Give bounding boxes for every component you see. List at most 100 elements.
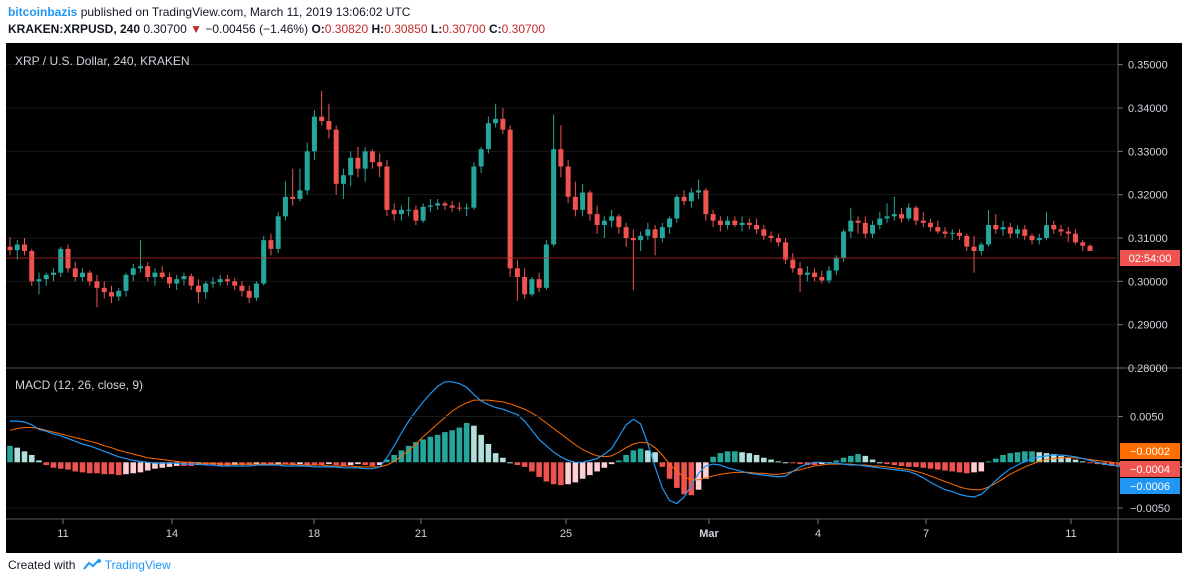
tradingview-brand-link[interactable]: TradingView — [104, 558, 171, 572]
candle — [630, 229, 636, 290]
macd-histogram-bar — [927, 462, 934, 469]
macd-histogram-bar — [1072, 459, 1079, 463]
candle-body — [775, 238, 781, 243]
macd-histogram-bar — [695, 462, 702, 490]
candle-body — [739, 222, 745, 225]
candle — [188, 273, 194, 290]
symbol-info: KRAKEN:XRPUSD, 240 0.30700 ▼ −0.00456 (−… — [8, 22, 545, 36]
candle — [746, 218, 752, 230]
candle — [558, 125, 564, 178]
macd-histogram-bar — [500, 457, 506, 463]
macd-histogram-bar — [703, 462, 709, 479]
price-tick-label: 0.30000 — [1128, 276, 1168, 288]
macd-histogram-bar — [420, 439, 426, 463]
macd-histogram-bar — [572, 462, 579, 483]
candle-body — [1073, 233, 1079, 243]
macd-histogram-bar — [558, 462, 564, 486]
candle — [275, 212, 281, 254]
candle-body — [942, 231, 948, 234]
candle — [87, 270, 93, 286]
candle — [812, 268, 818, 282]
macd-histogram-bar — [101, 462, 108, 475]
candle — [333, 125, 339, 195]
candle-body — [609, 216, 615, 221]
candle-body — [377, 162, 383, 167]
close-label: C: — [488, 22, 502, 36]
macd-histogram-bar — [304, 462, 310, 466]
time-tick-label: Mar — [699, 528, 719, 540]
candle-body — [790, 259, 796, 269]
candle-body — [456, 207, 462, 209]
candle-body — [493, 118, 499, 124]
macd-histogram-bar — [152, 462, 158, 469]
low-label: L: — [430, 22, 443, 36]
candle — [572, 181, 578, 217]
candle — [645, 222, 651, 241]
candle — [471, 162, 477, 210]
candle — [232, 277, 238, 290]
macd-histogram-bar — [57, 462, 64, 469]
chart-canvas[interactable]: 0.35000 0.34000 0.33000 0.32000 0.31000 0.300… — [6, 43, 1182, 553]
candle — [268, 233, 274, 256]
candle-body — [630, 238, 636, 241]
time-axis[interactable]: 11 14 18 21 25 Mar 4 7 11 — [57, 519, 1077, 540]
candle-body — [652, 229, 658, 238]
candle-body — [123, 274, 129, 291]
macd-histogram-bar — [884, 462, 890, 465]
candle-body — [623, 227, 629, 238]
close-value: 0.30700 — [501, 22, 546, 36]
candle — [43, 272, 49, 286]
macd-histogram-bar — [507, 462, 513, 464]
candle-body — [899, 214, 905, 219]
candle-body — [152, 272, 158, 277]
macd-histogram-bar — [848, 455, 854, 463]
candle-body — [833, 257, 839, 271]
candle-body — [203, 283, 209, 293]
candle — [500, 108, 506, 134]
macd-histogram-bar — [913, 462, 919, 467]
macd-histogram-bar — [840, 457, 847, 463]
candle — [377, 153, 383, 178]
author-link[interactable]: bitcoinbazis — [8, 5, 78, 19]
candle — [1044, 212, 1050, 241]
candle-body — [920, 220, 926, 223]
candle — [304, 142, 310, 195]
candle-body — [239, 285, 245, 291]
candle-body — [268, 240, 274, 249]
macd-axis[interactable]: 0.0050 −0.0050 — [6, 412, 1170, 515]
candle — [485, 116, 491, 154]
candle — [978, 242, 984, 256]
candle — [1015, 225, 1021, 238]
candle-body — [282, 196, 288, 217]
candle-body — [964, 235, 970, 247]
candle — [768, 231, 774, 243]
candle-body — [870, 225, 876, 234]
tradingview-logo-icon[interactable] — [82, 558, 103, 571]
macd-histogram-bar — [362, 462, 368, 466]
candle-body — [681, 196, 687, 202]
symbol-label: KRAKEN:XRPUSD, 240 — [8, 22, 141, 36]
candle — [166, 272, 172, 288]
price-tick-label: 0.34000 — [1128, 103, 1168, 115]
macd-histogram-bar — [594, 462, 600, 472]
candle-body — [587, 192, 593, 215]
candle — [667, 216, 673, 234]
macd-histogram-bar — [666, 462, 673, 479]
macd-histogram-bar — [144, 462, 151, 471]
price-axis[interactable]: 0.35000 0.34000 0.33000 0.32000 0.31000 0.300… — [1118, 60, 1168, 375]
candle-body — [529, 279, 535, 295]
candle-body — [333, 129, 339, 184]
candle-body — [174, 279, 180, 284]
candle-body — [355, 157, 361, 169]
published-text: published on TradingView.com, March 11, … — [80, 5, 411, 19]
candle-body — [87, 272, 93, 282]
candle-body — [848, 220, 854, 232]
macd-histogram-bar — [282, 462, 289, 465]
time-tick-label: 25 — [560, 528, 572, 540]
candle — [217, 274, 223, 286]
down-triangle-icon: ▼ — [190, 22, 202, 36]
macd-histogram-bar — [775, 461, 782, 463]
macd-histogram-bar — [1116, 462, 1122, 467]
candle-body — [253, 283, 259, 298]
time-tick-label: 11 — [1065, 528, 1076, 540]
